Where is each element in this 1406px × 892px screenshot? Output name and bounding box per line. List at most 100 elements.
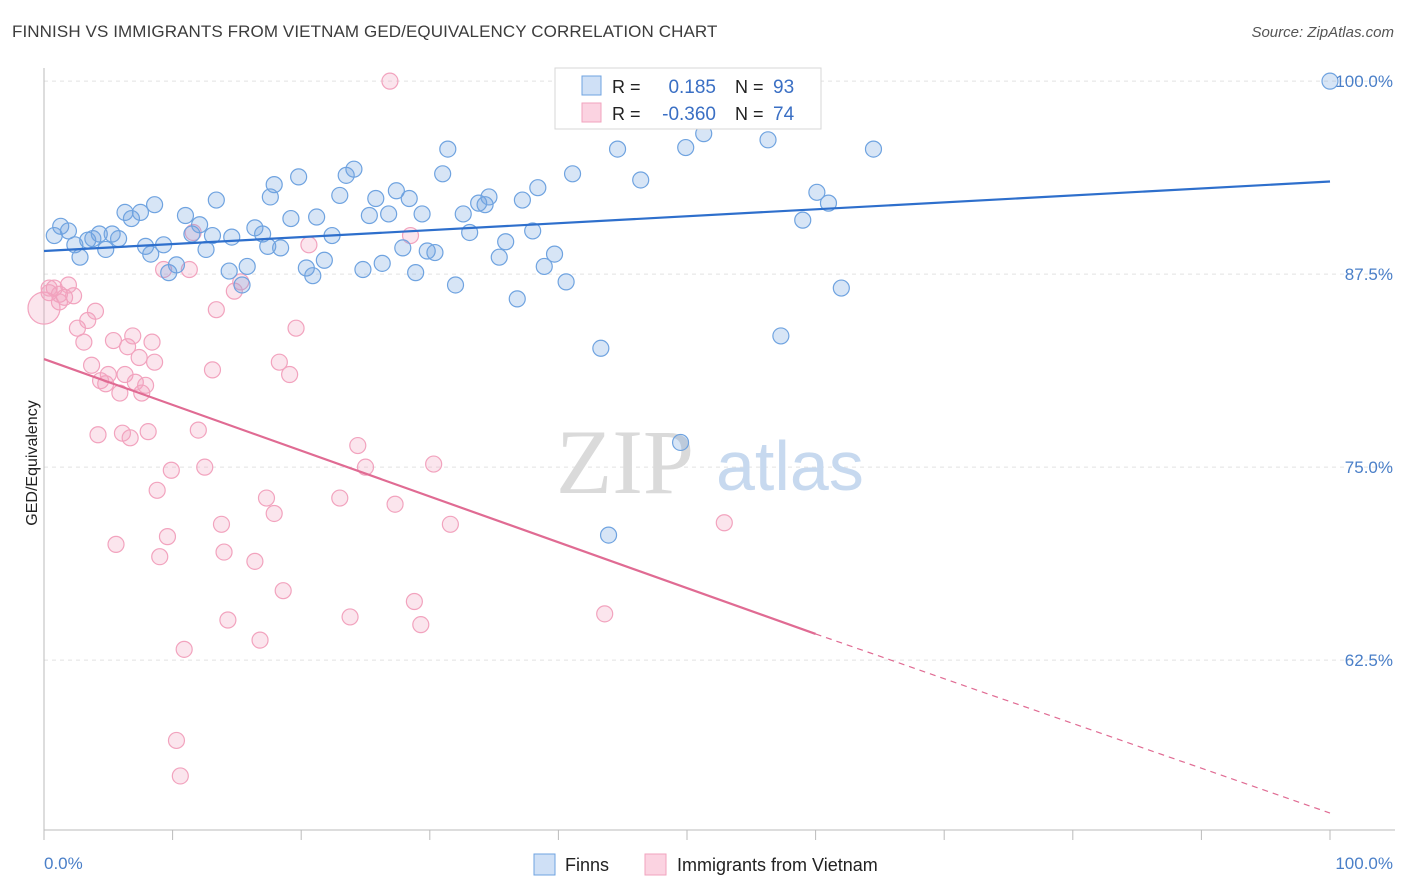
vietnam-point — [75, 333, 93, 351]
finns-point — [439, 140, 457, 158]
vietnam-point — [82, 356, 101, 374]
finns-point — [304, 267, 322, 285]
legend-vietnam-n-value: 74 — [773, 104, 795, 125]
finns-point — [272, 239, 290, 257]
finns-point — [557, 273, 575, 291]
finns-point — [331, 186, 349, 205]
finns-point — [413, 205, 431, 223]
watermark: ZIP atlas — [556, 411, 864, 513]
finns-point — [1321, 72, 1339, 90]
vietnam-point — [265, 504, 283, 523]
finns-point — [407, 264, 425, 282]
vietnam-point — [158, 528, 177, 546]
watermark-zip: ZIP — [556, 411, 694, 513]
vietnam-point — [118, 338, 137, 356]
finns-point — [220, 262, 238, 280]
finns-point — [109, 230, 128, 248]
finns-point — [808, 183, 826, 201]
finns-point — [608, 140, 627, 158]
vietnam-point — [715, 514, 733, 532]
y-tick-labels: 62.5% 75.0% 87.5% 100.0% — [1335, 72, 1393, 670]
vietnam-point — [405, 592, 423, 611]
vietnam-point — [270, 353, 288, 371]
vietnam-point — [64, 287, 83, 305]
vietnam-point — [219, 611, 237, 629]
finns-points — [45, 71, 1339, 544]
vietnam-point — [180, 260, 198, 279]
vietnam-point — [143, 333, 161, 351]
vietnam-point — [145, 353, 164, 371]
vietnam-trend-line-dashed — [815, 633, 1331, 814]
finns-point — [315, 251, 333, 269]
finns-point — [434, 165, 452, 183]
finns-point — [599, 526, 618, 544]
vietnam-point — [203, 361, 222, 379]
finns-point — [367, 189, 385, 208]
finns-point — [426, 243, 444, 262]
finns-point — [819, 194, 838, 212]
finns-point — [373, 254, 391, 272]
vietnam-point — [171, 767, 189, 785]
finns-trend-line — [43, 180, 1331, 253]
y-axis-label: GED/Equivalency — [24, 400, 41, 525]
finns-point — [400, 189, 418, 208]
vietnam-point — [441, 515, 459, 533]
vietnam-point — [596, 605, 614, 623]
finns-point — [203, 226, 222, 245]
axes — [43, 68, 1395, 840]
finns-point — [191, 216, 209, 234]
y-tick-label-3: 100.0% — [1335, 72, 1393, 91]
legend-finns-n-label: N = — [735, 77, 764, 97]
finns-point — [832, 279, 850, 297]
finns-point — [290, 168, 308, 186]
finns-point — [122, 209, 141, 228]
legend-bottom-swatch-vietnam — [644, 853, 667, 876]
vietnam-point — [121, 429, 139, 447]
grid-lines — [44, 80, 1395, 661]
vietnam-point — [136, 376, 155, 394]
vietnam-point — [246, 552, 264, 570]
vietnam-point — [162, 461, 180, 479]
vietnam-point — [151, 548, 169, 566]
vietnam-point — [86, 302, 105, 320]
vietnam-point — [425, 455, 443, 473]
vietnam-point — [274, 582, 292, 600]
finns-point — [223, 228, 241, 246]
trend-lines — [43, 180, 1331, 814]
y-tick-label-2: 87.5% — [1345, 265, 1393, 284]
finns-point — [387, 182, 405, 200]
vietnam-point — [154, 260, 173, 279]
vietnam-point — [167, 731, 186, 750]
finns-point — [508, 290, 526, 308]
vietnam-point — [189, 421, 207, 439]
vietnam-point — [50, 293, 69, 311]
x-tick-label-0: 0.0% — [44, 854, 83, 873]
finns-point — [759, 131, 777, 149]
finns-point — [167, 256, 186, 274]
legend-swatch-finns — [581, 75, 602, 96]
finns-point — [772, 327, 790, 345]
legend-swatch-vietnam — [581, 102, 602, 123]
x-tick-label-1: 100.0% — [1335, 854, 1393, 873]
finns-point — [864, 140, 883, 158]
finns-point — [90, 225, 108, 243]
vietnam-trend-line — [43, 358, 816, 635]
y-tick-label-1: 75.0% — [1345, 458, 1393, 477]
finns-point — [545, 245, 564, 263]
finns-point — [535, 257, 553, 276]
vietnam-point — [40, 279, 58, 297]
finns-point — [394, 239, 412, 257]
finns-point — [97, 240, 115, 259]
finns-point — [677, 138, 695, 157]
vietnam-point — [215, 543, 233, 561]
x-tick-labels: 0.0% 100.0% — [44, 854, 1393, 873]
finns-point — [207, 191, 225, 209]
vietnam-point — [175, 640, 193, 658]
vietnam-point — [386, 495, 404, 513]
finns-point — [524, 222, 542, 240]
vietnam-point — [126, 373, 144, 391]
vietnam-point — [412, 616, 430, 634]
finns-point — [529, 179, 547, 197]
legend-finns-n-value: 93 — [773, 77, 794, 98]
vietnam-point — [331, 489, 349, 507]
